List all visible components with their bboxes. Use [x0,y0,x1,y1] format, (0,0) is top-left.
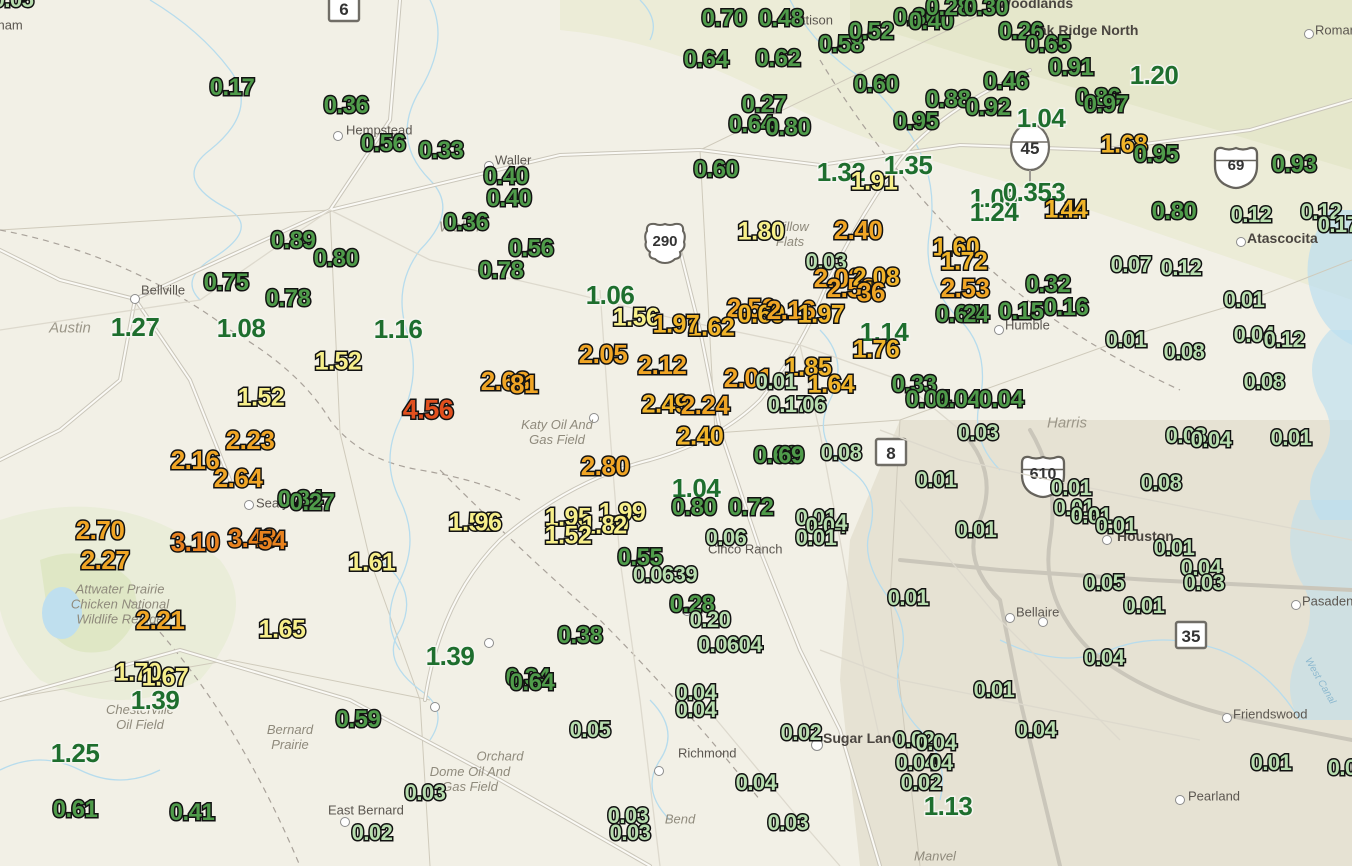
svg-text:290: 290 [652,233,677,250]
svg-text:45: 45 [1021,139,1040,158]
svg-text:8: 8 [886,444,895,463]
svg-text:69: 69 [1228,157,1245,174]
svg-text:35: 35 [1182,627,1201,646]
svg-text:6: 6 [339,0,348,19]
